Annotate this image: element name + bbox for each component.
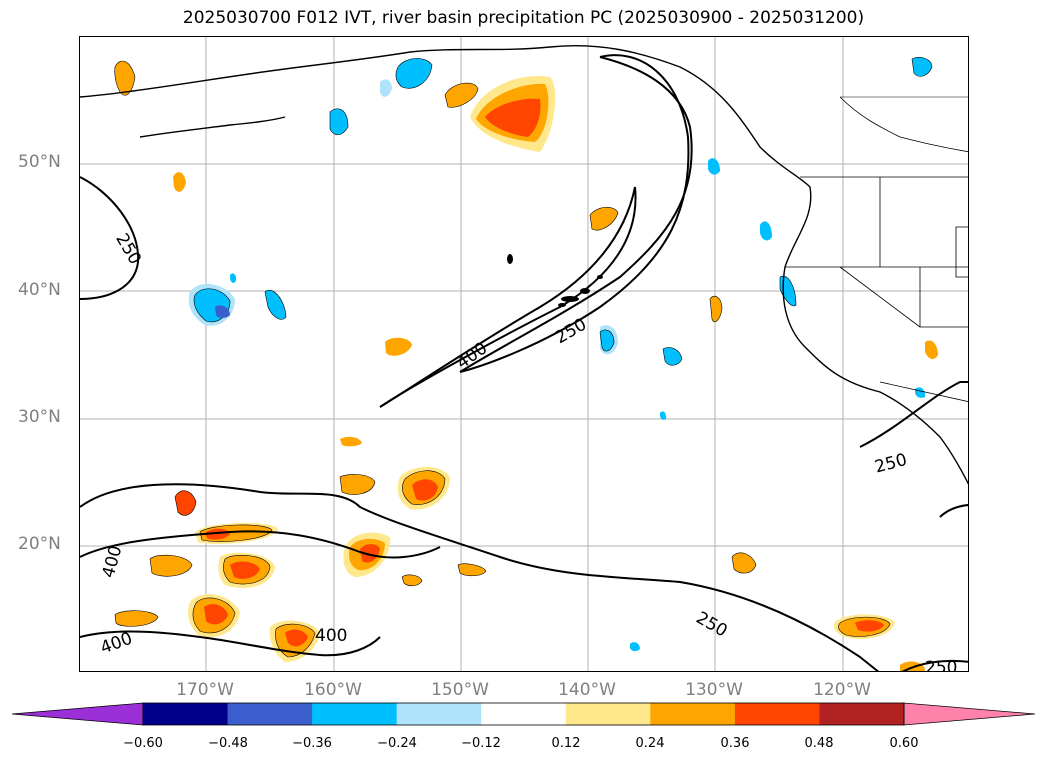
precip-positive-areas — [114, 60, 938, 671]
map-panel: 250 250 400 250 400 400 250 250 400 — [79, 36, 969, 672]
colorbar-extend-right — [903, 702, 1036, 726]
precip-blob-155w-17n — [401, 574, 423, 587]
precip-neg-115w-56n — [911, 57, 933, 77]
precip-blob-132w-17n — [731, 552, 757, 574]
colorbar-cell — [143, 703, 229, 725]
political-borders — [785, 96, 968, 402]
islands — [507, 254, 603, 307]
colorbar-tick: 0.60 — [889, 736, 919, 751]
contour-400-plume-b — [379, 186, 636, 408]
precip-blob-173w-18n — [149, 554, 193, 577]
precip-blob-175w-57n — [114, 60, 136, 96]
precip-blob-150w-18n — [457, 563, 487, 577]
precip-blob-156w-24n — [339, 474, 376, 495]
contour-250-plume-outer — [459, 54, 690, 373]
precip-blob-165w-17n — [218, 552, 275, 588]
precip-neg-coast-49n — [708, 158, 720, 175]
colorbar-cell — [650, 703, 736, 725]
precip-blob-146w-24n — [397, 466, 450, 510]
colorbar-extend-left — [11, 702, 144, 726]
lon-label-150w: 150°W — [431, 680, 489, 700]
precip-neg-155w-57n — [395, 58, 433, 89]
precip-blob-122w-13n — [833, 614, 895, 639]
lon-label-140w: 140°W — [558, 680, 616, 700]
contour-label: 400 — [315, 626, 347, 646]
contour-label: 250 — [925, 658, 957, 672]
colorbar-tick: −0.36 — [292, 736, 332, 751]
colorbar-tick: −0.12 — [461, 736, 501, 751]
colorbar-cell — [819, 703, 905, 725]
lat-label-20n: 20°N — [18, 534, 61, 554]
colorbar-cell — [734, 703, 820, 725]
contour-400-south — [80, 630, 381, 657]
colorbar-cell — [481, 703, 567, 725]
precip-blob-alaska-gulf — [470, 76, 556, 152]
lat-label-50n: 50°N — [18, 152, 61, 172]
colorbar — [11, 702, 1036, 726]
precip-neg-116w-32n — [915, 387, 926, 398]
precip-blob-168w-13n — [188, 594, 240, 638]
precip-blob-177w-13n — [114, 610, 159, 627]
colorbar-cells — [143, 703, 905, 725]
precip-neg-coast-45n — [760, 221, 772, 241]
lat-label-40n: 40°N — [18, 280, 61, 300]
lon-label-160w: 160°W — [304, 680, 362, 700]
precip-blob-159w-12n — [269, 620, 320, 662]
colorbar-cell — [565, 703, 651, 725]
precip-negative-areas — [188, 57, 933, 652]
contour-250-baja — [859, 381, 968, 448]
precip-neg-157w-55n — [380, 79, 392, 97]
contour-250-plume-inner — [459, 56, 693, 373]
colorbar-tick: 0.12 — [551, 736, 581, 751]
colorbar-tick: 0.48 — [804, 736, 834, 751]
precip-blob-116w-35n — [925, 340, 938, 359]
precip-neg-136w-30n — [660, 411, 667, 420]
precip-blob-158w-28n — [340, 436, 362, 447]
colorbar-cell — [396, 703, 482, 725]
precip-blob-150w-55n — [444, 82, 479, 108]
precip-neg-coast-41n — [779, 275, 797, 307]
contour-label: 250 — [111, 230, 145, 268]
colorbar-tick: −0.60 — [123, 736, 163, 751]
precip-blob-138w-44n — [589, 206, 619, 231]
precip-neg-162w-52n — [329, 108, 349, 136]
lon-label-170w: 170°W — [176, 680, 234, 700]
map-canvas: 250 250 400 250 400 400 250 250 400 — [80, 37, 968, 672]
ivt-contours — [80, 54, 968, 671]
contour-label: 250 — [693, 608, 731, 642]
lat-label-30n: 30°N — [18, 407, 61, 427]
contour-label: 250 — [552, 315, 590, 349]
lon-label-130w: 130°W — [685, 680, 743, 700]
colorbar-cell — [227, 703, 313, 725]
colorbar-tick: −0.24 — [377, 736, 417, 751]
contour-400-subtropical — [80, 530, 441, 559]
precip-blob-172w-23n — [174, 490, 197, 516]
precip-neg-170w-39n — [188, 283, 235, 326]
colorbar-tick: 0.36 — [720, 736, 750, 751]
contour-250-subtropical — [80, 483, 880, 671]
precip-neg-134w-35n — [662, 347, 683, 366]
colorbar-tick: −0.48 — [208, 736, 248, 751]
precip-blob-154w-35n — [385, 337, 412, 356]
precip-blob-166w-20n — [195, 522, 278, 544]
precip-neg-138w-11n — [630, 642, 640, 652]
coastlines — [80, 45, 968, 485]
contour-250-southeast — [901, 659, 968, 671]
contour-250-east — [939, 504, 968, 518]
map-title: 2025030700 F012 IVT, river basin precipi… — [182, 8, 865, 28]
contour-250-west — [80, 176, 140, 300]
colorbar-cell — [312, 703, 398, 725]
precip-blob-172w-48n — [173, 172, 186, 192]
colorbar-tick: 0.24 — [635, 736, 665, 751]
precip-neg-165w-40n — [264, 290, 287, 320]
lon-label-120w: 120°W — [813, 680, 871, 700]
contour-label: 250 — [873, 450, 910, 478]
precip-blob-129w-38n — [709, 296, 723, 322]
gridlines — [80, 37, 968, 671]
precip-neg-168w-41n — [230, 273, 237, 283]
